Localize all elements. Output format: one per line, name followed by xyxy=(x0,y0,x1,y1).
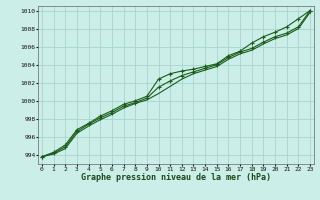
X-axis label: Graphe pression niveau de la mer (hPa): Graphe pression niveau de la mer (hPa) xyxy=(81,173,271,182)
